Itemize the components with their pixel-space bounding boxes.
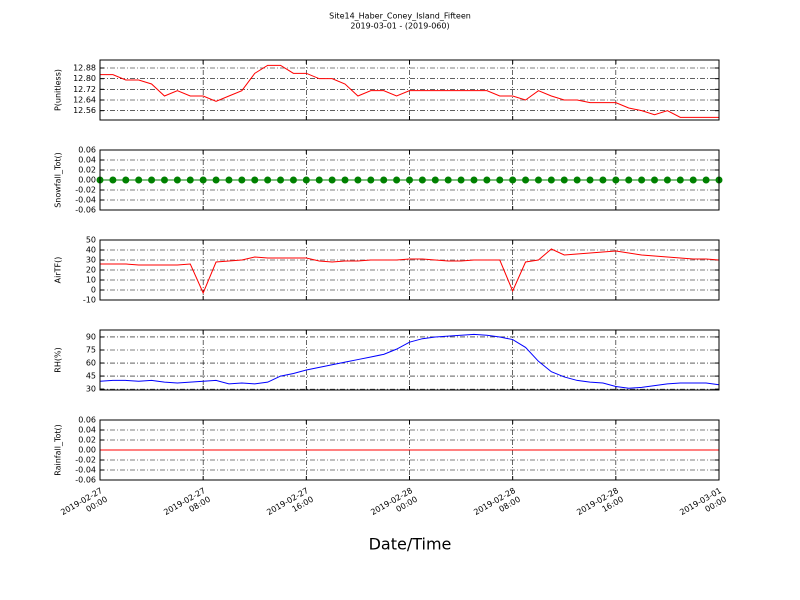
plot-frame <box>99 149 720 211</box>
y-tick-label: 90 <box>86 332 96 341</box>
data-point <box>573 176 581 184</box>
y-tick-label: 40 <box>86 246 96 255</box>
y-tick-label: 50 <box>86 236 96 245</box>
chart-title: Site14_Haber_Coney_Island_Fifteen <box>329 12 471 21</box>
plot-frame <box>99 329 720 391</box>
y-tick-label: 10 <box>86 276 96 285</box>
y-tick-label: 0.00 <box>78 446 96 455</box>
y-tick-label: 12.88 <box>73 64 96 73</box>
data-point <box>393 176 401 184</box>
y-axis-label: RH(%) <box>54 347 63 372</box>
data-point <box>277 176 285 184</box>
y-tick-label: 45 <box>86 372 96 381</box>
data-point <box>354 176 362 184</box>
data-point <box>225 176 233 184</box>
data-point <box>483 176 491 184</box>
data-point <box>315 176 323 184</box>
data-point <box>625 176 633 184</box>
data-point <box>586 176 594 184</box>
data-point <box>328 176 336 184</box>
data-point <box>264 176 272 184</box>
data-point <box>689 176 697 184</box>
data-point <box>148 176 156 184</box>
data-point <box>457 176 465 184</box>
data-point <box>173 176 181 184</box>
y-tick-label: -0.02 <box>75 186 96 195</box>
data-point <box>651 176 659 184</box>
data-point <box>199 176 207 184</box>
data-point <box>238 176 246 184</box>
y-tick-label: 12.56 <box>73 106 96 115</box>
plot-frame <box>99 239 720 301</box>
y-tick-label: 0.02 <box>78 166 96 175</box>
data-point <box>341 176 349 184</box>
data-point <box>122 176 130 184</box>
data-point <box>599 176 607 184</box>
y-tick-label: 12.80 <box>73 74 96 83</box>
data-point <box>638 176 646 184</box>
data-point <box>676 176 684 184</box>
y-tick-label: 12.72 <box>73 85 96 94</box>
y-tick-label: -0.02 <box>75 456 96 465</box>
data-point <box>431 176 439 184</box>
data-point <box>160 176 168 184</box>
data-point <box>522 176 530 184</box>
y-axis-label: AirTF() <box>54 257 63 284</box>
y-tick-label: -0.06 <box>75 206 96 215</box>
y-axis-label: Snowfall_Tot() <box>54 152 63 208</box>
plot-frame <box>99 59 720 121</box>
x-axis-label: Date/Time <box>369 535 452 554</box>
data-point <box>470 176 478 184</box>
y-tick-label: 0.06 <box>78 416 96 425</box>
data-point <box>702 176 710 184</box>
data-line <box>100 248 720 295</box>
data-point <box>418 176 426 184</box>
y-tick-label: 0.04 <box>78 156 96 165</box>
y-tick-label: 30 <box>86 256 96 265</box>
data-point <box>251 176 259 184</box>
data-point <box>367 176 375 184</box>
y-tick-label: -0.04 <box>75 466 96 475</box>
y-tick-label: 0.04 <box>78 426 96 435</box>
y-tick-label: 30 <box>86 385 96 394</box>
data-point <box>212 176 220 184</box>
data-point <box>444 176 452 184</box>
y-tick-label: 0 <box>91 286 96 295</box>
data-point <box>135 176 143 184</box>
data-point <box>289 176 297 184</box>
data-line <box>99 333 720 389</box>
plot-frame <box>99 419 720 481</box>
y-tick-label: 0.06 <box>78 146 96 155</box>
y-axis-label: Rainfall_Tot() <box>54 424 63 476</box>
data-line <box>100 64 719 118</box>
y-axis-label: P(unitless) <box>54 69 63 111</box>
y-tick-label: 60 <box>86 359 96 368</box>
chart-subtitle: 2019-03-01 - (2019-060) <box>350 22 449 31</box>
y-tick-label: -0.06 <box>75 476 96 485</box>
data-point <box>663 176 671 184</box>
y-tick-label: 12.64 <box>73 96 96 105</box>
data-point <box>109 176 117 184</box>
y-tick-label: 20 <box>86 266 96 275</box>
y-tick-label: 0.02 <box>78 436 96 445</box>
data-point <box>380 176 388 184</box>
data-point <box>560 176 568 184</box>
data-point <box>186 176 194 184</box>
y-tick-label: 0.00 <box>78 176 96 185</box>
data-point <box>509 176 517 184</box>
data-point <box>302 176 310 184</box>
y-tick-label: -0.04 <box>75 196 96 205</box>
data-point <box>496 176 504 184</box>
data-point <box>547 176 555 184</box>
data-point <box>612 176 620 184</box>
y-tick-label: 75 <box>86 346 96 355</box>
y-tick-label: -10 <box>83 296 96 305</box>
data-point <box>534 176 542 184</box>
data-point <box>406 176 413 184</box>
